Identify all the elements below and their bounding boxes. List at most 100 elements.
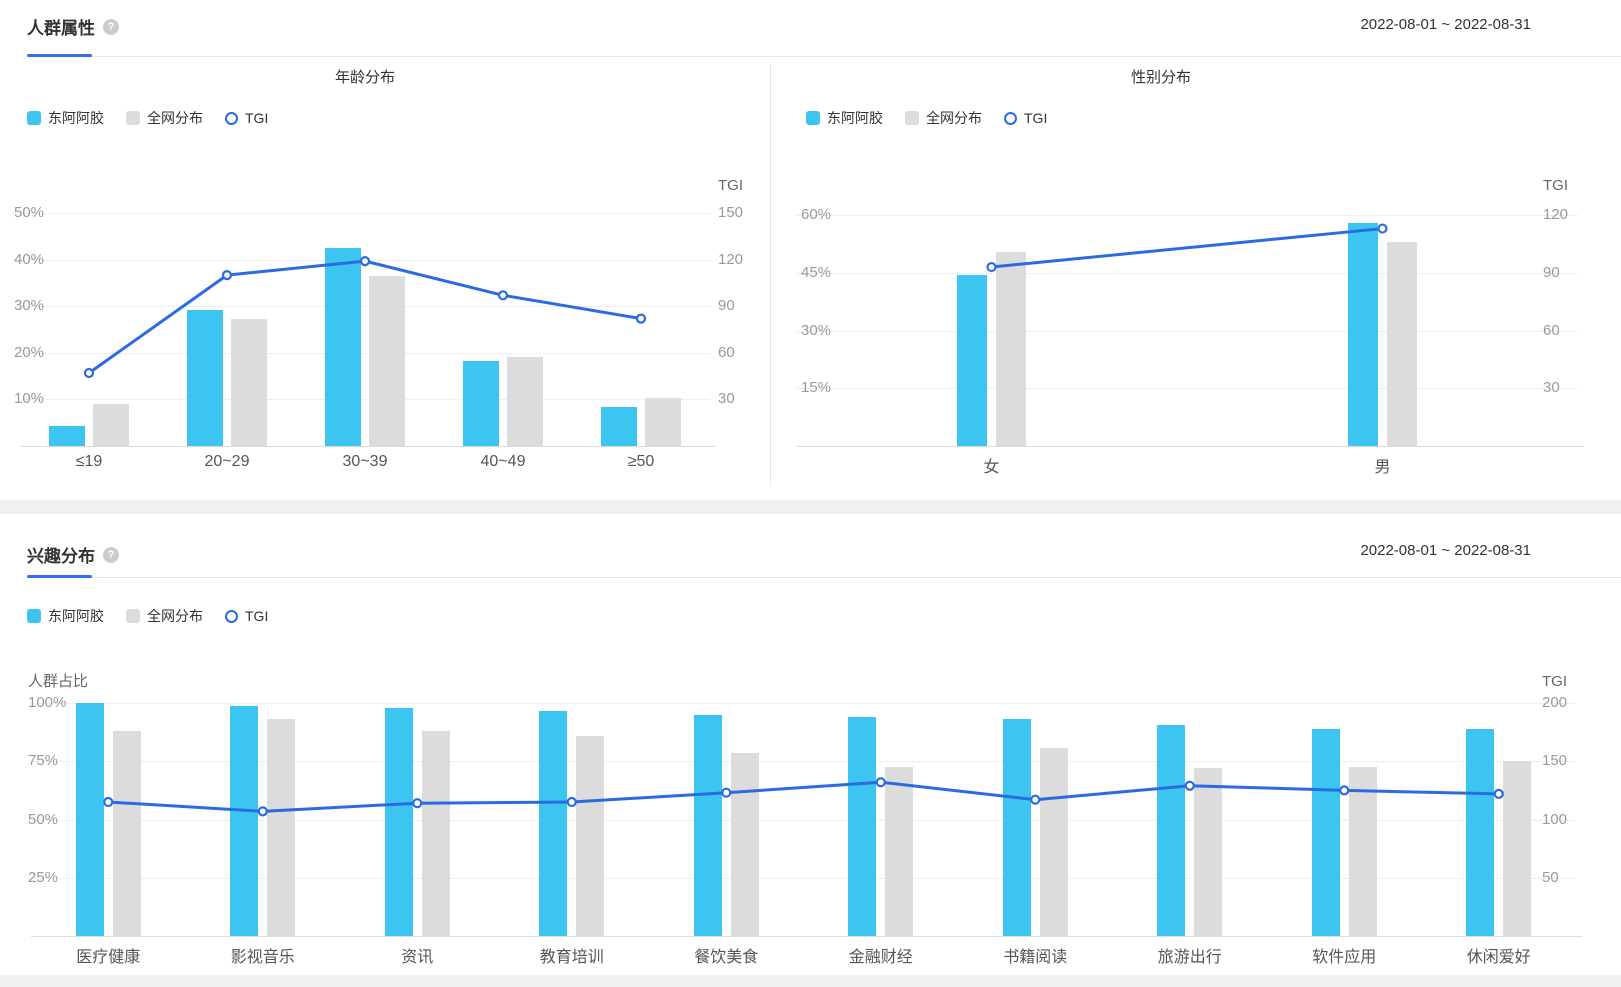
brand-bar[interactable] xyxy=(230,706,259,936)
tgi-marker[interactable] xyxy=(875,777,886,788)
tgi-marker[interactable] xyxy=(83,367,95,379)
network-bar[interactable] xyxy=(996,251,1026,446)
tgi-marker[interactable] xyxy=(635,313,647,324)
x-axis-category-label: 金融财经 xyxy=(848,949,913,966)
tgi-marker[interactable] xyxy=(721,787,732,798)
network-bar[interactable] xyxy=(231,319,267,446)
tgi-line xyxy=(88,259,642,375)
help-icon[interactable]: ? xyxy=(103,546,119,563)
tgi-marker[interactable] xyxy=(1493,788,1504,799)
tgi-marker[interactable] xyxy=(221,270,233,281)
brand-bar[interactable] xyxy=(848,717,877,936)
y-axis-tick-label: 10% xyxy=(14,390,45,408)
network-bar[interactable] xyxy=(369,276,405,446)
network-swatch-icon xyxy=(126,609,140,623)
help-icon[interactable]: ? xyxy=(103,18,119,35)
section-interest-distribution: 兴趣分布 ? 2022-08-01 ~ 2022-08-31 东阿阿胶 全网分布… xyxy=(0,514,1621,975)
network-bar[interactable] xyxy=(1194,768,1223,936)
brand-bar[interactable] xyxy=(1348,222,1378,446)
legend-item-network[interactable]: 全网分布 xyxy=(905,108,982,128)
network-bar[interactable] xyxy=(885,766,914,936)
tgi-marker[interactable] xyxy=(497,290,509,301)
tgi-ring-icon xyxy=(1004,111,1017,125)
tab-divider xyxy=(27,577,1621,578)
brand-bar[interactable] xyxy=(325,247,361,446)
brand-bar[interactable] xyxy=(75,703,104,936)
tab-audience-attributes[interactable]: 人群属性 ? xyxy=(27,14,119,39)
brand-bar[interactable] xyxy=(693,715,722,936)
brand-bar[interactable] xyxy=(601,406,637,446)
brand-bar[interactable] xyxy=(1002,719,1031,936)
network-bar[interactable] xyxy=(507,356,543,446)
tgi-marker[interactable] xyxy=(1339,785,1350,796)
network-bar[interactable] xyxy=(1039,747,1068,936)
date-range: 2022-08-01 ~ 2022-08-31 xyxy=(1360,542,1531,559)
tgi-axis-title: TGI xyxy=(1543,177,1568,194)
tgi-axis-tick-label: 90 xyxy=(1543,263,1560,281)
y-axis-tick-label: 40% xyxy=(14,250,45,268)
tab-interest-distribution[interactable]: 兴趣分布 ? xyxy=(27,542,119,567)
tgi-axis-tick-label: 100 xyxy=(1542,810,1568,828)
legend-item-network[interactable]: 全网分布 xyxy=(126,108,203,128)
network-swatch-icon xyxy=(905,111,919,125)
tgi-axis-tick-label: 30 xyxy=(718,390,735,408)
network-bar[interactable] xyxy=(1387,242,1417,446)
brand-bar[interactable] xyxy=(1157,724,1186,936)
tab-divider xyxy=(27,56,1621,57)
tgi-marker[interactable] xyxy=(1184,780,1195,791)
tgi-marker[interactable] xyxy=(359,256,371,267)
network-bar[interactable] xyxy=(421,730,450,936)
legend-item-tgi[interactable]: TGI xyxy=(225,110,268,126)
tgi-marker[interactable] xyxy=(257,806,268,817)
tgi-axis-tick-label: 60 xyxy=(718,343,735,361)
tgi-marker[interactable] xyxy=(566,796,577,808)
network-bar[interactable] xyxy=(267,718,296,936)
legend-item-tgi[interactable]: TGI xyxy=(225,608,268,624)
brand-bar[interactable] xyxy=(463,361,499,446)
brand-bar[interactable] xyxy=(539,710,568,936)
gridline xyxy=(20,213,710,214)
tgi-ring-icon xyxy=(225,111,238,125)
brand-bar[interactable] xyxy=(1311,729,1340,936)
legend-label: TGI xyxy=(1024,110,1048,126)
network-bar[interactable] xyxy=(645,397,681,446)
active-tab-indicator xyxy=(27,54,92,57)
legend-item-tgi[interactable]: TGI xyxy=(1004,110,1047,126)
legend-label: 东阿阿胶 xyxy=(827,110,883,126)
x-axis-category-label: ≤19 xyxy=(75,453,103,470)
tgi-marker[interactable] xyxy=(1030,794,1041,805)
network-bar[interactable] xyxy=(730,752,759,936)
tgi-marker[interactable] xyxy=(412,798,423,809)
tgi-line-layer xyxy=(83,256,647,379)
tgi-marker[interactable] xyxy=(103,796,114,808)
network-bar[interactable] xyxy=(1348,766,1377,936)
network-bar[interactable] xyxy=(576,735,605,936)
chart-title: 年龄分布 xyxy=(334,69,395,86)
tgi-axis-title: TGI xyxy=(1542,673,1567,690)
x-axis-category-label: 医疗健康 xyxy=(76,949,141,966)
section-audience-attributes: 人群属性 ? 2022-08-01 ~ 2022-08-31 年龄分布 东阿阿胶… xyxy=(14,14,1621,486)
tgi-marker[interactable] xyxy=(986,261,997,273)
network-bar[interactable] xyxy=(93,403,129,446)
legend-label: 全网分布 xyxy=(147,608,203,624)
legend-item-network[interactable]: 全网分布 xyxy=(126,606,203,626)
gridline xyxy=(796,388,1578,389)
y-axis-tick-label: 30% xyxy=(801,321,832,339)
brand-bar[interactable] xyxy=(957,274,987,446)
x-axis-category-label: 40~49 xyxy=(480,453,526,470)
legend-item-brand[interactable]: 东阿阿胶 xyxy=(806,108,883,128)
network-bar[interactable] xyxy=(1503,761,1532,936)
gridline xyxy=(31,761,1576,762)
network-bar[interactable] xyxy=(112,730,141,936)
brand-bar[interactable] xyxy=(187,309,223,446)
legend-item-brand[interactable]: 东阿阿胶 xyxy=(27,108,104,128)
x-axis-category-label: 20~29 xyxy=(204,453,250,470)
brand-bar[interactable] xyxy=(49,426,85,446)
legend-label: 全网分布 xyxy=(926,110,982,126)
brand-bar[interactable] xyxy=(1466,728,1495,936)
x-axis-category-label: 书籍阅读 xyxy=(1003,949,1068,966)
brand-bar[interactable] xyxy=(384,707,413,936)
tgi-marker[interactable] xyxy=(1377,223,1388,234)
gridline xyxy=(796,215,1578,216)
legend-item-brand[interactable]: 东阿阿胶 xyxy=(27,606,104,626)
